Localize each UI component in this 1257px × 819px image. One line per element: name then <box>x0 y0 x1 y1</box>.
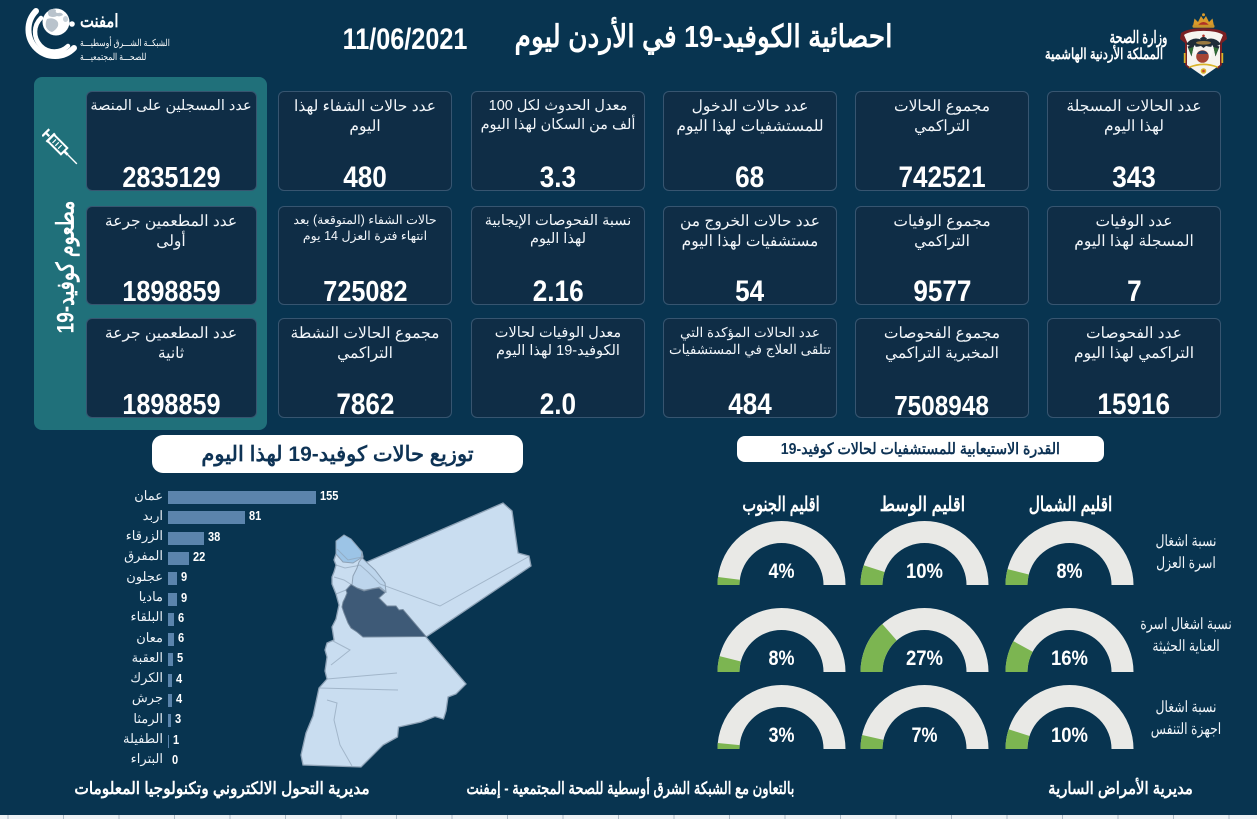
svg-text:3%: 3% <box>769 724 795 747</box>
svg-text:8%: 8% <box>1057 560 1083 583</box>
svg-text:27%: 27% <box>906 647 943 670</box>
svg-text:8%: 8% <box>769 647 795 670</box>
svg-text:16%: 16% <box>1051 647 1088 670</box>
svg-text:4%: 4% <box>769 560 795 583</box>
svg-text:10%: 10% <box>1051 724 1088 747</box>
svg-text:10%: 10% <box>906 560 943 583</box>
svg-text:7%: 7% <box>912 724 938 747</box>
